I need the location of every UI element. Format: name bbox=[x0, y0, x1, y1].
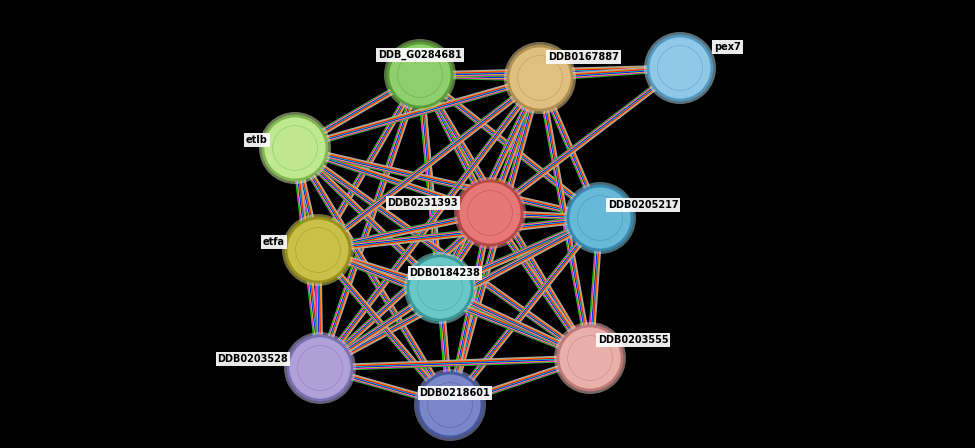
Circle shape bbox=[273, 125, 318, 170]
Circle shape bbox=[508, 46, 572, 110]
Circle shape bbox=[286, 218, 350, 282]
Circle shape bbox=[428, 383, 473, 427]
Circle shape bbox=[414, 369, 486, 441]
Circle shape bbox=[518, 56, 563, 100]
Circle shape bbox=[564, 182, 636, 254]
Circle shape bbox=[384, 39, 456, 111]
Circle shape bbox=[398, 52, 443, 97]
Circle shape bbox=[297, 345, 342, 390]
Circle shape bbox=[567, 336, 612, 380]
Circle shape bbox=[454, 177, 526, 249]
Circle shape bbox=[259, 112, 331, 184]
Circle shape bbox=[554, 322, 626, 394]
Circle shape bbox=[504, 42, 576, 114]
Text: DDB0205217: DDB0205217 bbox=[608, 200, 679, 210]
Circle shape bbox=[418, 373, 482, 437]
Circle shape bbox=[404, 252, 476, 324]
Circle shape bbox=[282, 214, 354, 286]
Circle shape bbox=[408, 256, 472, 320]
Text: DDB0184238: DDB0184238 bbox=[410, 268, 481, 278]
Text: DDB_G0284681: DDB_G0284681 bbox=[378, 50, 462, 60]
Text: pex7: pex7 bbox=[714, 42, 741, 52]
Circle shape bbox=[577, 196, 622, 241]
Text: DDB0203528: DDB0203528 bbox=[217, 354, 288, 364]
Circle shape bbox=[657, 46, 702, 90]
Text: DDB0203555: DDB0203555 bbox=[598, 335, 669, 345]
Circle shape bbox=[558, 326, 622, 390]
Circle shape bbox=[568, 186, 632, 250]
Text: DDB0231393: DDB0231393 bbox=[387, 198, 458, 208]
Circle shape bbox=[295, 228, 340, 272]
Text: etlb: etlb bbox=[246, 135, 268, 145]
Circle shape bbox=[288, 336, 352, 400]
Text: etfa: etfa bbox=[263, 237, 285, 247]
Text: DDB0218601: DDB0218601 bbox=[419, 388, 490, 398]
Circle shape bbox=[648, 36, 712, 100]
Text: DDB0167887: DDB0167887 bbox=[548, 52, 619, 62]
Circle shape bbox=[468, 190, 513, 235]
Circle shape bbox=[644, 32, 716, 104]
Circle shape bbox=[263, 116, 327, 180]
Circle shape bbox=[417, 266, 462, 310]
Circle shape bbox=[388, 43, 452, 107]
Circle shape bbox=[458, 181, 522, 245]
Circle shape bbox=[284, 332, 356, 404]
